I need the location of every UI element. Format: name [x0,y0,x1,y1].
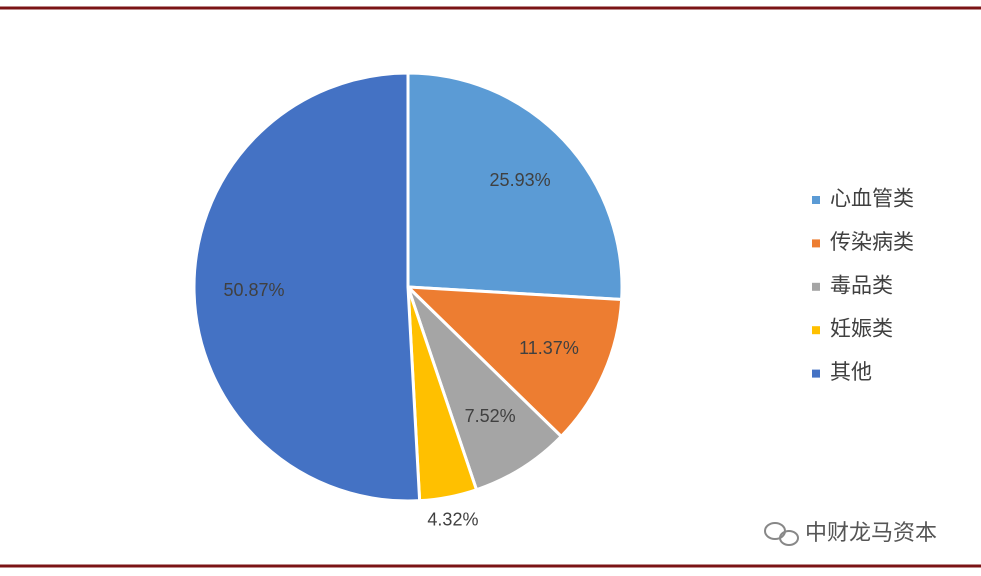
data-label: 4.32% [427,509,478,529]
data-label: 50.87% [223,280,284,300]
legend-marker [812,369,820,378]
legend-label: 妊娠类 [830,318,893,341]
pie-slice [404,285,624,439]
watermark-icon [764,522,799,546]
pie-slice [406,285,564,492]
legend-marker [812,196,820,204]
pie-slice [406,71,624,302]
legend-marker [812,239,820,248]
legend-marker [812,326,820,335]
legend-label: 传染病类 [830,231,914,254]
data-label: 11.37% [519,338,579,358]
legend-marker [812,282,820,291]
legend-label: 其他 [830,361,872,384]
watermark: 中财龙马资本 [805,520,937,545]
legend-label: 心血管类 [830,188,914,211]
pie-slice [192,71,422,503]
legend-label: 毒品类 [830,274,893,297]
data-label: 7.52% [465,406,516,426]
data-label: 25.93% [490,170,551,190]
